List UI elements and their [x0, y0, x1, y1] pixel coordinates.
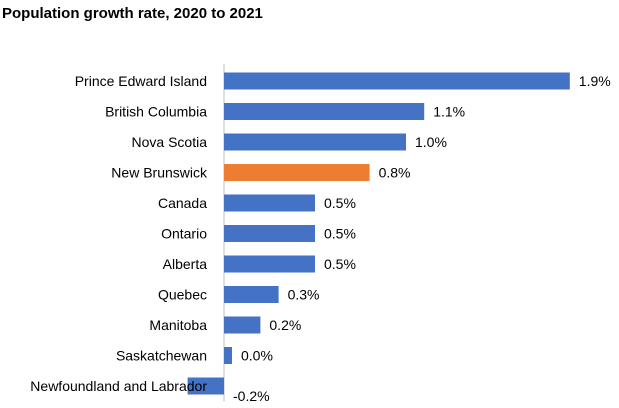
bar: [224, 286, 279, 303]
bar: [224, 255, 315, 273]
category-label: Newfoundland and Labrador: [30, 378, 207, 394]
category-label: Canada: [158, 195, 207, 211]
value-label: 0.8%: [379, 165, 411, 181]
category-label: Nova Scotia: [132, 134, 208, 150]
category-label: New Brunswick: [111, 165, 208, 181]
category-label: Manitoba: [149, 317, 207, 333]
value-label: 0.0%: [241, 348, 273, 364]
chart-title: Population growth rate, 2020 to 2021: [2, 5, 263, 22]
value-label: 0.5%: [324, 256, 356, 272]
category-label: Alberta: [163, 256, 208, 272]
value-label: 1.0%: [415, 134, 447, 150]
value-label: 1.9%: [579, 73, 611, 89]
bar: [224, 225, 315, 242]
bar: [224, 133, 406, 151]
value-label: 0.2%: [269, 317, 301, 333]
bar: [224, 72, 570, 90]
value-label: 0.3%: [288, 287, 320, 303]
value-label: 0.5%: [324, 195, 356, 211]
value-label: -0.2%: [233, 388, 270, 404]
category-label: Ontario: [161, 226, 207, 242]
bar: [224, 347, 232, 364]
category-label: Prince Edward Island: [75, 73, 207, 89]
value-label: 1.1%: [433, 104, 465, 120]
bar: [187, 377, 224, 395]
value-label: 0.5%: [324, 226, 356, 242]
category-label: British Columbia: [105, 104, 207, 120]
category-label: Saskatchewan: [116, 348, 207, 364]
bar: [224, 316, 261, 334]
bar: [224, 103, 425, 120]
category-label: Quebec: [158, 287, 207, 303]
bar: [224, 164, 370, 181]
bar: [224, 194, 315, 212]
